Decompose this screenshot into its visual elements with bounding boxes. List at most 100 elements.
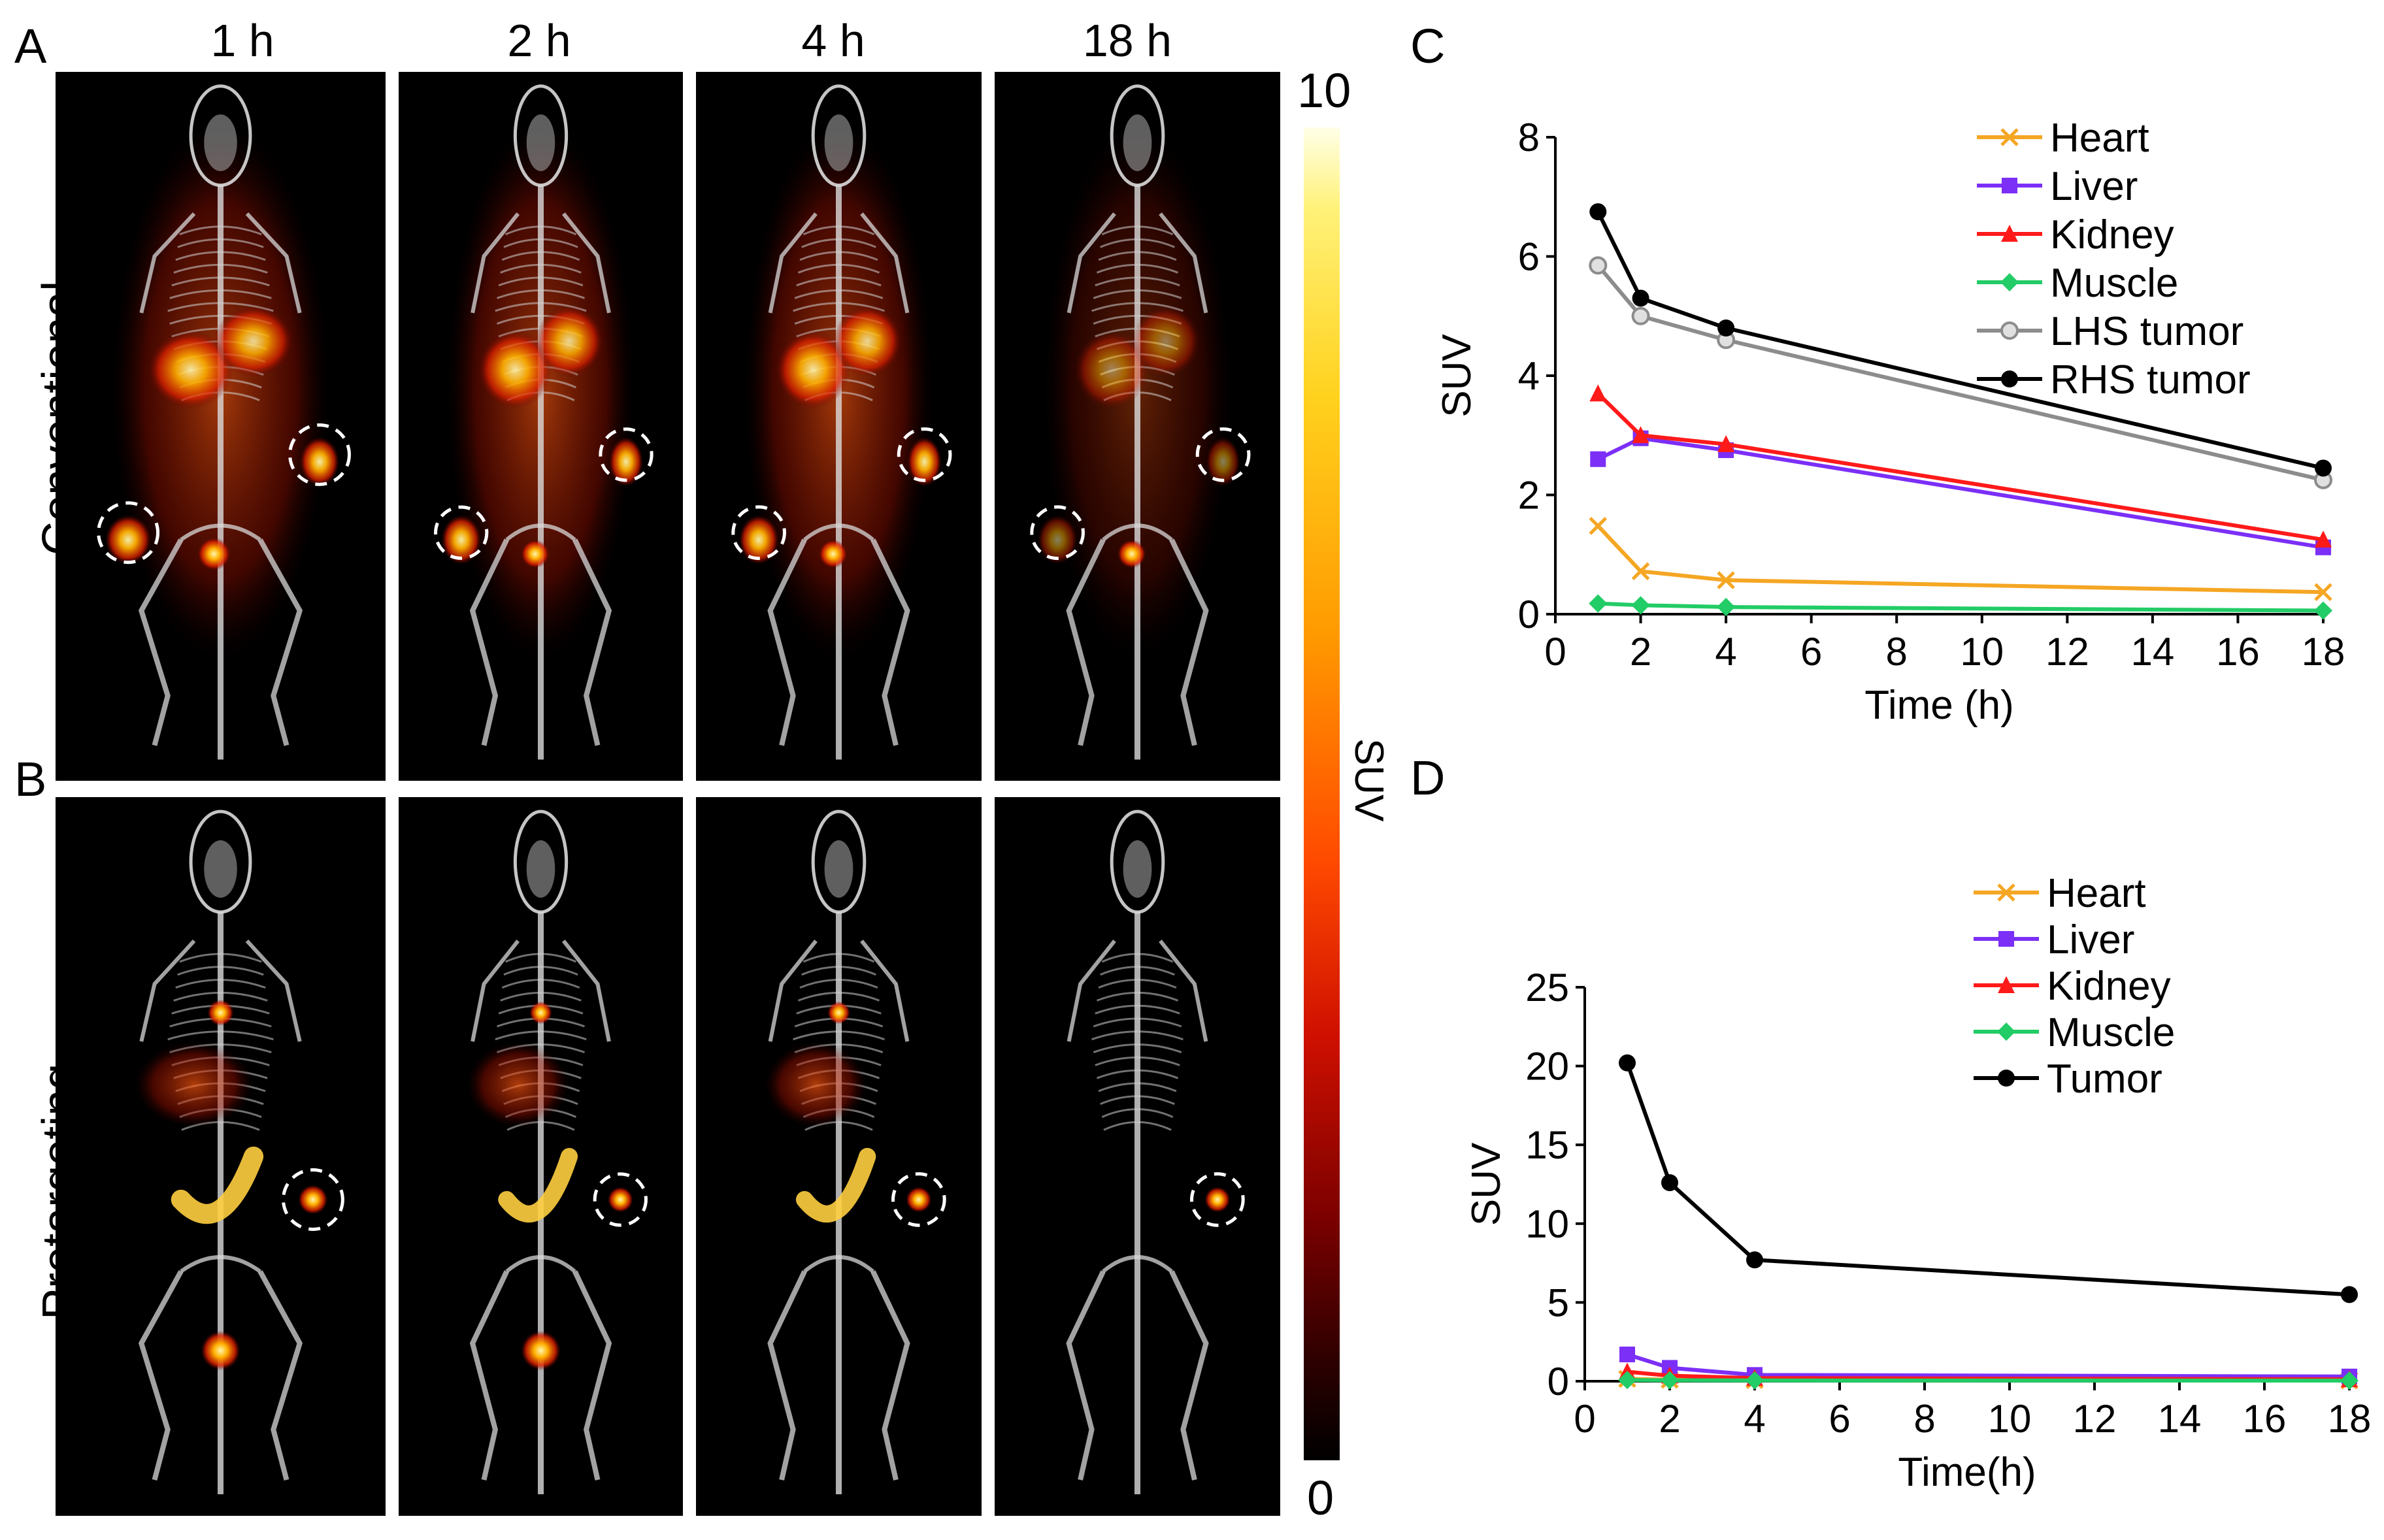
chart-d-x-tick-label: 6: [1829, 1397, 1850, 1441]
pet-image-conventional-1: [56, 72, 386, 781]
chart-c-point-kidney: [1589, 384, 1607, 402]
chart-c-x-tick-label: 4: [1715, 630, 1736, 674]
chart-c-point-lhs-tumor: [1589, 256, 1608, 275]
chart-c-point-kidney: [1717, 434, 1735, 452]
chart-c-legend-label-kidney: Kidney: [2050, 212, 2174, 257]
chart-c-x-tick-label: 0: [1544, 630, 1566, 674]
chart-c-x-tick-label: 6: [1800, 630, 1822, 674]
suv-colorbar: [1304, 127, 1340, 1460]
time-label-1h: 1 h: [210, 15, 274, 66]
chart-c-point-muscle: [1589, 594, 1608, 613]
chart-d-x-axis-label: Time(h): [1898, 1450, 2036, 1495]
pet-image-conventional-2: [399, 72, 683, 781]
chart-d-x-tick-label: 18: [2328, 1397, 2372, 1441]
chart-d-legend-marker-liver: [1998, 931, 2014, 947]
chart-d-y-tick-label: 20: [1525, 1045, 1569, 1089]
chart-d-legend-label-kidney: Kidney: [2047, 964, 2171, 1009]
chart-d-legend-marker-heart: [1997, 883, 2015, 902]
chart-c-y-tick-label: 0: [1518, 593, 1540, 636]
chart-c-legend-marker-heart: [2000, 128, 2019, 146]
chart-d-y-axis-label: SUV: [1464, 1142, 1509, 1226]
chart-d-legend-marker-tumor: [1998, 1070, 2015, 1087]
chart-d-line-muscle: [1627, 1378, 2350, 1383]
chart-d-y-tick-label: 15: [1525, 1123, 1569, 1167]
chart-d-y-tick-label: 10: [1525, 1202, 1569, 1246]
chart-c-legend-label-muscle: Muscle: [2050, 261, 2178, 306]
pet-image-pretargeting-1: [56, 797, 386, 1516]
chart-c-point-muscle: [1717, 598, 1736, 617]
chart-c-point-lhs-tumor: [1631, 306, 1650, 325]
chart-d-y-tick-label: 0: [1548, 1360, 1569, 1403]
panel-label-a: A: [14, 19, 47, 73]
chart-d-point-muscle: [2340, 1371, 2359, 1390]
chart-d-legend-marker-kidney: [1998, 976, 2015, 993]
chart-c-line-muscle: [1598, 601, 2324, 613]
panel-label-b: B: [14, 752, 47, 806]
chart-d-point-tumor: [1746, 1251, 1763, 1269]
chart-c-y-tick-label: 6: [1518, 235, 1540, 279]
chart-c-line-rhs-tumor: [1596, 210, 2324, 470]
colorbar-max-label: 10: [1297, 63, 1351, 118]
chart-c-point-kidney: [1632, 426, 1649, 444]
chart-d-point-tumor: [2341, 1286, 2358, 1303]
chart-c-point-rhs-tumor: [1717, 319, 1735, 336]
time-label-18h: 18 h: [1082, 15, 1172, 66]
chart-c-line-heart: [1597, 524, 2324, 595]
chart-d-x-tick-label: 4: [1744, 1397, 1765, 1441]
pet-image-pretargeting-3: [696, 797, 982, 1516]
chart-c-x-tick-label: 18: [2302, 630, 2345, 674]
chart-d-y-tick-label: 25: [1525, 966, 1569, 1009]
chart-c-y-tick-label: 8: [1518, 116, 1540, 159]
chart-c-legend-label-heart: Heart: [2050, 116, 2149, 161]
chart-c-point-muscle: [2314, 601, 2332, 620]
chart-d-line-liver: [1627, 1352, 2350, 1379]
chart-d-x-tick-label: 10: [1988, 1397, 2032, 1441]
chart-d-point-muscle: [1618, 1371, 1636, 1390]
chart-c-point-rhs-tumor: [1589, 203, 1607, 221]
chart-c-point-muscle: [1631, 596, 1650, 615]
chart-c-legend-label-rhs-tumor: RHS tumor: [2050, 357, 2251, 402]
chart-c-point-rhs-tumor: [1632, 289, 1649, 307]
colorbar-min-label: 0: [1307, 1471, 1334, 1525]
chart-d-line-tumor: [1625, 1062, 2350, 1297]
chart-d: 0 5 10 15 20 25 0 2 4 6 8 10 12 14 16 18 Time(h) SUV Heart…: [1464, 871, 2372, 1495]
chart-c-x-tick-label: 10: [1960, 630, 2004, 674]
chart-c-x-tick-label: 2: [1630, 630, 1651, 674]
chart-d-point-muscle: [1746, 1371, 1764, 1390]
chart-d-legend-label-liver: Liver: [2047, 917, 2134, 962]
chart-c-legend-label-liver: Liver: [2050, 164, 2138, 209]
pet-image-pretargeting-4: [995, 797, 1280, 1516]
chart-c-y-tick-label: 4: [1518, 354, 1540, 398]
chart-c-x-tick-label: 14: [2131, 630, 2175, 674]
chart-c-legend-marker-lhs-tumor: [2000, 321, 2019, 340]
chart-c-line-liver: [1597, 436, 2324, 549]
chart-c-legend-marker-liver: [2002, 178, 2017, 193]
chart-c-legend-label-lhs-tumor: LHS tumor: [2050, 309, 2243, 354]
chart-c-line-kidney: [1597, 392, 2324, 542]
colorbar-axis-label: SUV: [1346, 738, 1391, 822]
chart-d-x-tick-label: 0: [1574, 1397, 1595, 1441]
chart-c-point-rhs-tumor: [2315, 459, 2332, 477]
panel-label-c: C: [1410, 19, 1446, 73]
chart-d-legend-label-tumor: Tumor: [2047, 1057, 2162, 1102]
time-label-4h: 4 h: [801, 15, 865, 66]
chart-c-point-heart: [2314, 583, 2332, 602]
chart-c-y-axis-label: SUV: [1434, 334, 1480, 418]
chart-d-point-liver: [1619, 1346, 1635, 1362]
chart-c-y-tick-label: 2: [1518, 474, 1540, 517]
chart-c-legend-marker-muscle: [2000, 273, 2019, 291]
chart-c-x-tick-label: 16: [2216, 630, 2260, 674]
time-label-2h: 2 h: [507, 15, 571, 66]
chart-d-point-tumor: [1619, 1054, 1636, 1072]
chart-c-line-lhs-tumor: [1596, 264, 2324, 482]
chart-d-x-tick-label: 14: [2158, 1397, 2202, 1441]
chart-d-legend-marker-muscle: [1997, 1023, 2015, 1041]
pet-image-conventional-3: [696, 72, 982, 781]
chart-d-x-tick-label: 8: [1913, 1397, 1935, 1441]
chart-d-legend-label-heart: Heart: [2047, 871, 2146, 916]
chart-c-point-heart: [1589, 517, 1608, 535]
chart-c-point-kidney: [2315, 530, 2332, 548]
chart-c-legend-marker-rhs-tumor: [2001, 370, 2018, 387]
chart-c-point-heart: [1631, 562, 1650, 581]
chart-c-point-liver: [1590, 451, 1606, 467]
